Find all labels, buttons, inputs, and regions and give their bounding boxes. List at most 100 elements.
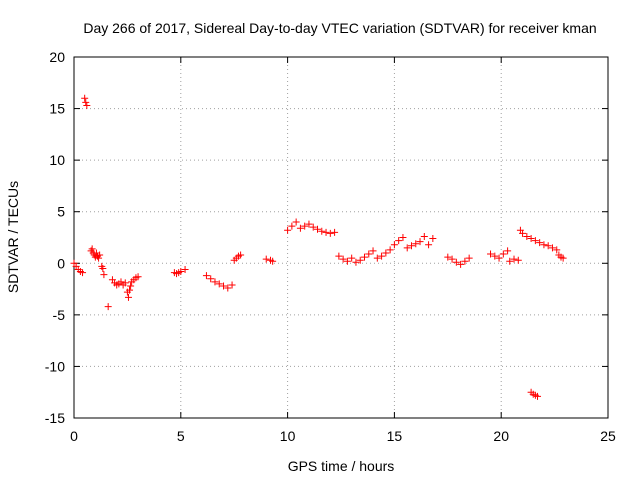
data-point — [548, 244, 556, 252]
data-point — [399, 234, 407, 241]
data-point — [527, 235, 535, 243]
data-point — [228, 281, 236, 289]
data-point — [378, 252, 386, 260]
data-point — [420, 232, 428, 240]
data-point — [506, 257, 514, 265]
y-tick-label: 15 — [49, 101, 65, 117]
data-point — [365, 250, 373, 258]
chart-title: Day 266 of 2017, Sidereal Day-to-day VTE… — [83, 20, 596, 36]
data-point — [514, 256, 522, 264]
data-point — [457, 260, 465, 268]
data-point — [352, 258, 360, 266]
data-point — [360, 253, 368, 261]
data-point — [292, 218, 300, 226]
data-point — [343, 257, 351, 265]
y-tick-label: 20 — [49, 49, 65, 65]
data-point — [386, 246, 394, 254]
data-point — [356, 256, 364, 264]
x-tick-label: 10 — [280, 428, 296, 444]
data-point — [88, 245, 96, 253]
data-point — [559, 254, 567, 262]
data-point — [495, 254, 503, 262]
y-tick-label: 10 — [49, 152, 65, 168]
data-point — [553, 246, 561, 254]
data-point — [531, 237, 539, 245]
grid-lines — [74, 57, 608, 418]
data-point — [177, 268, 185, 276]
data-point — [207, 275, 215, 283]
data-point — [510, 255, 518, 263]
data-point — [403, 244, 411, 252]
data-point — [202, 272, 210, 280]
data-point — [534, 392, 542, 400]
data-point — [211, 278, 219, 286]
data-point — [220, 282, 228, 290]
x-tick-label: 15 — [387, 428, 403, 444]
data-point — [314, 225, 322, 233]
y-tick-label: -5 — [53, 307, 66, 323]
x-tick-label: 20 — [493, 428, 509, 444]
data-point — [499, 250, 507, 258]
y-tick-label: 5 — [57, 204, 65, 220]
data-point — [96, 251, 104, 259]
data-point — [491, 252, 499, 260]
data-point — [224, 284, 232, 292]
data-point — [348, 254, 356, 262]
data-point — [134, 273, 142, 281]
data-point — [487, 250, 495, 258]
data-point — [444, 253, 452, 261]
data-point — [461, 257, 469, 265]
data-point — [331, 228, 339, 236]
y-tick-label: 0 — [57, 255, 65, 271]
data-point — [181, 265, 189, 273]
data-point — [262, 255, 270, 263]
y-tick-label: -15 — [45, 410, 65, 426]
data-point — [382, 249, 390, 257]
data-point — [373, 254, 381, 262]
data-point — [126, 286, 134, 294]
data-point — [104, 303, 112, 311]
data-point — [504, 247, 512, 255]
x-tick-label: 25 — [600, 428, 616, 444]
data-point — [425, 241, 433, 249]
data-point — [536, 239, 544, 247]
data-point — [326, 229, 334, 237]
data-point — [412, 240, 420, 248]
x-tick-label: 5 — [177, 428, 185, 444]
data-point — [452, 258, 460, 266]
data-point — [95, 254, 103, 262]
data-point — [81, 94, 89, 102]
data-point — [237, 251, 245, 259]
data-point — [309, 223, 317, 231]
data-point — [339, 255, 347, 263]
data-point — [519, 229, 527, 237]
data-point — [215, 280, 223, 288]
data-point — [429, 235, 437, 243]
y-axis: -15 -10 -5 0 5 10 15 20 — [45, 49, 608, 426]
y-axis-label: SDTVAR / TECUs — [5, 181, 21, 293]
data-point — [127, 282, 135, 290]
x-axis: 0 5 10 15 20 25 — [70, 57, 616, 444]
data-point — [335, 252, 343, 260]
data-point — [100, 271, 108, 279]
data-point — [540, 241, 548, 249]
data-point — [465, 254, 473, 262]
data-point — [121, 279, 129, 287]
data-point — [395, 237, 403, 245]
data-point — [79, 269, 87, 277]
data-point — [296, 224, 304, 232]
data-point — [269, 257, 277, 265]
data-point — [407, 242, 415, 250]
data-point — [82, 98, 90, 106]
data-point — [301, 222, 309, 230]
data-points — [70, 94, 567, 400]
data-point — [99, 264, 107, 272]
data-point — [83, 101, 91, 109]
data-point — [448, 255, 456, 263]
y-tick-label: -10 — [45, 358, 65, 374]
data-point — [305, 220, 313, 228]
data-point — [369, 247, 377, 255]
x-tick-label: 0 — [70, 428, 78, 444]
data-point — [390, 241, 398, 249]
